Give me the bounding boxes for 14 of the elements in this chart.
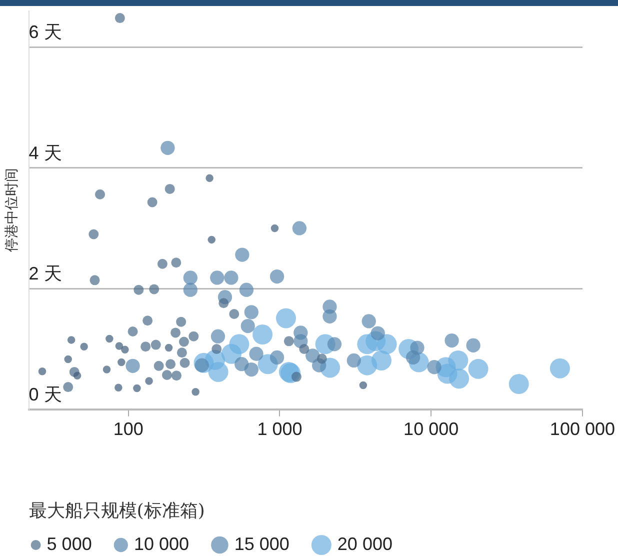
legend-title: 最大船只规模(标准箱) (28, 500, 205, 522)
x-tick-label: 1 000 (257, 419, 302, 440)
legend-label: 5 000 (46, 534, 92, 554)
y-tick-label: 6 天 (28, 22, 62, 42)
x-tick-label: 100 (113, 419, 144, 440)
legend-label: 15 000 (234, 534, 290, 554)
x-tick-label: 100 000 (550, 419, 616, 440)
y-tick-label: 2 天 (28, 264, 62, 284)
legend-label: 10 000 (134, 534, 190, 554)
y-axis-title: 停港中位时间 (4, 168, 20, 252)
y-tick-label: 0 天 (28, 384, 62, 404)
legend-label: 20 000 (337, 534, 392, 554)
y-tick-label: 4 天 (28, 142, 62, 163)
x-tick-label: 10 000 (404, 419, 459, 440)
